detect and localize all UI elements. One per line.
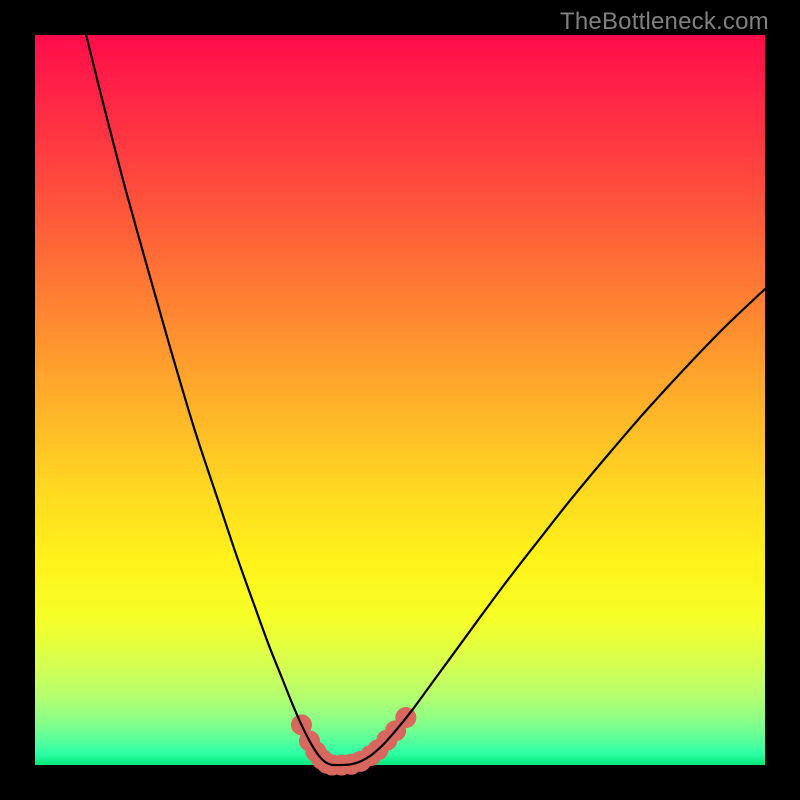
watermark-text: TheBottleneck.com (560, 8, 769, 36)
plot-gradient (35, 35, 765, 765)
chart-stage: TheBottleneck.com (0, 0, 800, 800)
